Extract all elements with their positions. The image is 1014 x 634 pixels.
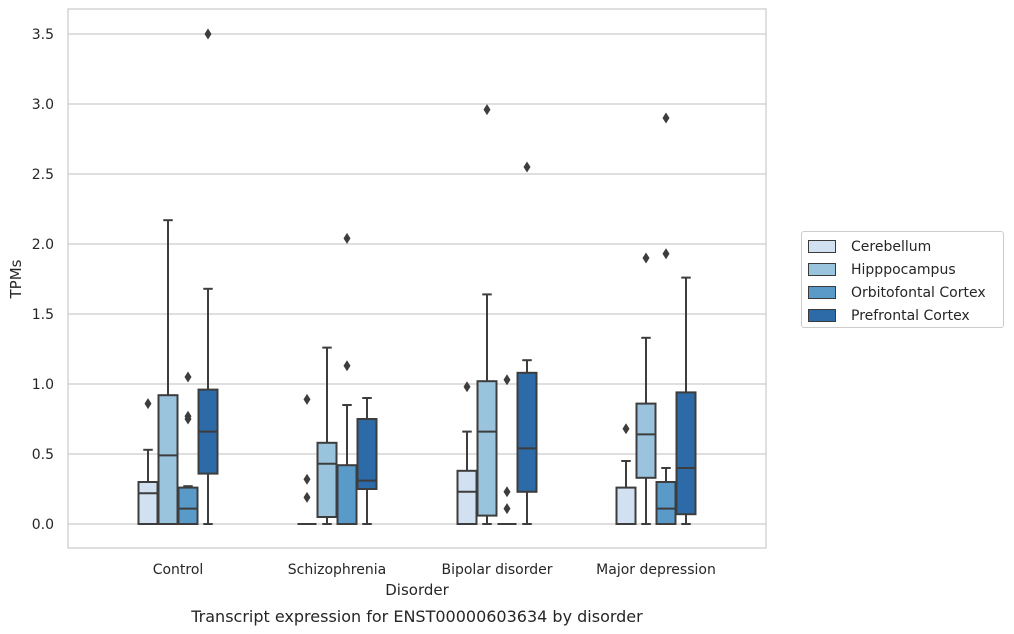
box-group: [137, 398, 159, 525]
box-group: [356, 397, 378, 525]
plot-area-frame: [67, 8, 767, 549]
box-group: [157, 219, 179, 526]
box-group: [456, 381, 478, 525]
legend-swatch: [808, 309, 836, 322]
y-axis-label: TPMs: [7, 259, 25, 299]
outlier-point: [303, 473, 311, 485]
outlier-point: [662, 248, 670, 260]
legend-label: Cerebellum: [851, 238, 932, 255]
box: [476, 380, 498, 517]
x-tick-label: Major depression: [596, 562, 716, 578]
outlier-point: [503, 503, 511, 515]
chart-title: Transcript expression for ENST0000060363…: [190, 607, 643, 626]
legend-item: Cerebellum: [808, 235, 997, 258]
y-tick-label: 2.5: [32, 167, 54, 183]
box: [137, 481, 159, 525]
outlier-point: [184, 413, 192, 425]
box: [356, 418, 378, 490]
outlier-point: [523, 161, 531, 173]
x-tick-labels: Control Schizophrenia Bipolar disorder Majo…: [153, 562, 716, 578]
y-tick-label: 2.0: [32, 237, 54, 253]
y-tick-labels: 0.0 0.5 1.0 1.5 2.0 2.5 3.0 3.5: [32, 27, 54, 533]
grid-lines: [68, 33, 766, 525]
box-group: [615, 423, 637, 526]
x-tick-label: Schizophrenia: [288, 562, 386, 578]
outlier-point: [204, 28, 212, 40]
box: [177, 486, 199, 526]
box: [456, 469, 478, 525]
box: [675, 391, 697, 516]
outlier-point: [343, 232, 351, 244]
y-tick-label: 1.5: [32, 307, 54, 323]
legend-item: Orbitofontal Cortex: [808, 281, 997, 304]
box: [316, 441, 338, 518]
box: [655, 481, 677, 525]
outlier-point: [303, 393, 311, 405]
box-group: [497, 374, 517, 525]
outlier-point: [483, 104, 491, 116]
legend-swatch: [808, 240, 836, 253]
box: [516, 371, 538, 493]
outlier-point: [662, 112, 670, 124]
outlier-point: [622, 423, 630, 435]
box-group: [516, 161, 538, 525]
box: [336, 464, 358, 526]
x-axis-label: Disorder: [385, 581, 449, 599]
x-tick-label: Bipolar disorder: [441, 562, 552, 578]
y-tick-label: 3.5: [32, 27, 54, 43]
legend-label: Prefrontal Cortex: [851, 307, 970, 324]
outlier-point: [463, 381, 471, 393]
box-group: [316, 346, 338, 525]
box-group: [177, 371, 199, 526]
box-group: [476, 104, 498, 525]
box-group: [635, 252, 657, 525]
box-group: [675, 276, 697, 525]
box-group: [336, 232, 358, 526]
legend-label: Orbitofontal Cortex: [851, 284, 986, 301]
x-tick-label: Control: [153, 562, 204, 578]
y-tick-label: 0.5: [32, 447, 54, 463]
legend-swatch: [808, 286, 836, 299]
legend-label: Hipppocampus: [851, 261, 956, 278]
outlier-point: [144, 398, 152, 410]
legend-swatch: [808, 263, 836, 276]
legend-item: Hipppocampus: [808, 258, 997, 281]
outlier-point: [343, 360, 351, 372]
y-tick-label: 1.0: [32, 377, 54, 393]
outlier-point: [303, 491, 311, 503]
outlier-point: [184, 371, 192, 383]
y-tick-label: 0.0: [32, 517, 54, 533]
box: [635, 402, 657, 479]
box: [615, 486, 637, 526]
outlier-point: [503, 374, 511, 386]
box-group: [197, 28, 219, 525]
box-group: [655, 112, 677, 525]
boxes-layer: [137, 28, 697, 526]
box: [157, 394, 179, 526]
outlier-point: [503, 486, 511, 498]
legend-item: Prefrontal Cortex: [808, 304, 997, 327]
box-group: [297, 393, 317, 525]
y-tick-label: 3.0: [32, 97, 54, 113]
legend: Cerebellum Hipppocampus Orbitofontal Corte…: [801, 231, 1004, 328]
outlier-point: [642, 252, 650, 264]
